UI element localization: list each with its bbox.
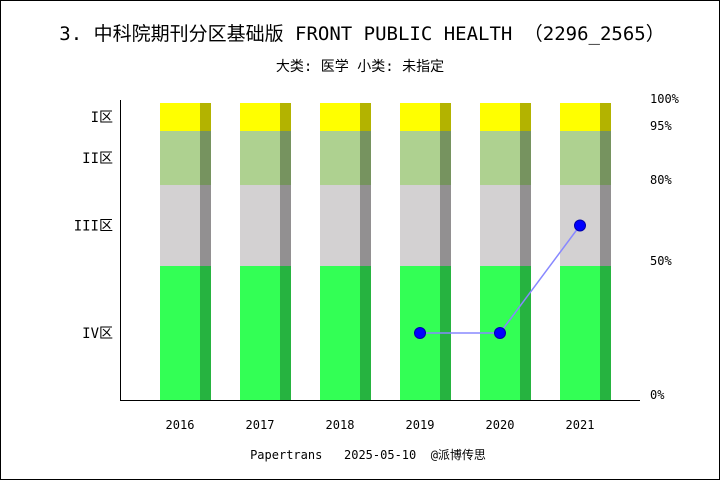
bar-shade-2019-zone-3	[440, 131, 451, 185]
bar-segment-2021-zone-3	[560, 131, 600, 185]
bar-shade-2017-zone-2	[280, 185, 291, 266]
chart-subtitle: 大类: 医学 小类: 未指定	[276, 59, 444, 75]
bar-shade-2018-zone-4	[360, 103, 371, 131]
bar-shade-2021-zone-4	[600, 103, 611, 131]
bar-shade-2016-zone-1	[200, 266, 211, 400]
x-tick-label: 2017	[246, 418, 275, 432]
data-point-2021	[574, 219, 586, 232]
x-tick-label: 2016	[166, 418, 195, 432]
x-tick-label: 2021	[566, 418, 595, 432]
bar-shade-2017-zone-4	[280, 103, 291, 131]
bar-shade-2020-zone-3	[520, 131, 531, 185]
bar-shade-2016-zone-4	[200, 103, 211, 131]
bar-segment-2016-zone-4	[160, 103, 200, 131]
bar-segment-2020-zone-2	[480, 185, 520, 266]
bar-shade-2016-zone-3	[200, 131, 211, 185]
footer: Papertrans 2025-05-10 @派博传思	[250, 447, 486, 462]
bar-shade-2016-zone-2	[200, 185, 211, 266]
x-tick-label: 2020	[486, 418, 515, 432]
bar-segment-2021-zone-4	[560, 103, 600, 131]
bar-shade-2018-zone-1	[360, 266, 371, 400]
bar-segment-2016-zone-1	[160, 266, 200, 400]
bar-shade-2021-zone-2	[600, 185, 611, 266]
bar-segment-2019-zone-3	[400, 131, 440, 185]
bar-segment-2017-zone-4	[240, 103, 280, 131]
bar-shade-2021-zone-3	[600, 131, 611, 185]
bar-segment-2019-zone-2	[400, 185, 440, 266]
zone-label: III区	[74, 219, 113, 235]
bar-shade-2017-zone-3	[280, 131, 291, 185]
right-tick-label: 95%	[650, 119, 672, 133]
bar-shade-2019-zone-2	[440, 185, 451, 266]
data-point-2020	[494, 327, 506, 339]
bar-shade-2020-zone-4	[520, 103, 531, 131]
zone-label: IV区	[82, 326, 113, 342]
bar-segment-2018-zone-2	[320, 185, 360, 266]
bar-segment-2016-zone-2	[160, 185, 200, 266]
bar-shade-2021-zone-1	[600, 266, 611, 400]
bar-segment-2017-zone-3	[240, 131, 280, 185]
bar-shade-2020-zone-2	[520, 185, 531, 266]
right-tick-label: 50%	[650, 254, 672, 268]
right-tick-label: 100%	[650, 92, 680, 106]
bar-segment-2017-zone-2	[240, 185, 280, 266]
right-tick-label: 0%	[650, 388, 665, 402]
bar-segment-2017-zone-1	[240, 266, 280, 400]
bar-segment-2020-zone-3	[480, 131, 520, 185]
bar-segment-2018-zone-1	[320, 266, 360, 400]
zone-label: II区	[82, 151, 113, 167]
x-tick-label: 2018	[326, 418, 355, 432]
right-tick-label: 80%	[650, 173, 672, 187]
bar-segment-2021-zone-1	[560, 266, 600, 400]
chart-title: 3. 中科院期刊分区基础版 FRONT PUBLIC HEALTH （2296_…	[59, 23, 665, 45]
bar-segment-2016-zone-3	[160, 131, 200, 185]
x-tick-label: 2019	[406, 418, 435, 432]
zone-label: I区	[91, 110, 113, 126]
bar-segment-2020-zone-4	[480, 103, 520, 131]
bar-segment-2018-zone-3	[320, 131, 360, 185]
bar-shade-2019-zone-4	[440, 103, 451, 131]
data-point-2019	[414, 327, 426, 339]
bar-shade-2018-zone-2	[360, 185, 371, 266]
bar-segment-2018-zone-4	[320, 103, 360, 131]
bar-shade-2018-zone-3	[360, 131, 371, 185]
bar-shade-2017-zone-1	[280, 266, 291, 400]
bar-shade-2020-zone-1	[520, 266, 531, 400]
bar-segment-2019-zone-4	[400, 103, 440, 131]
